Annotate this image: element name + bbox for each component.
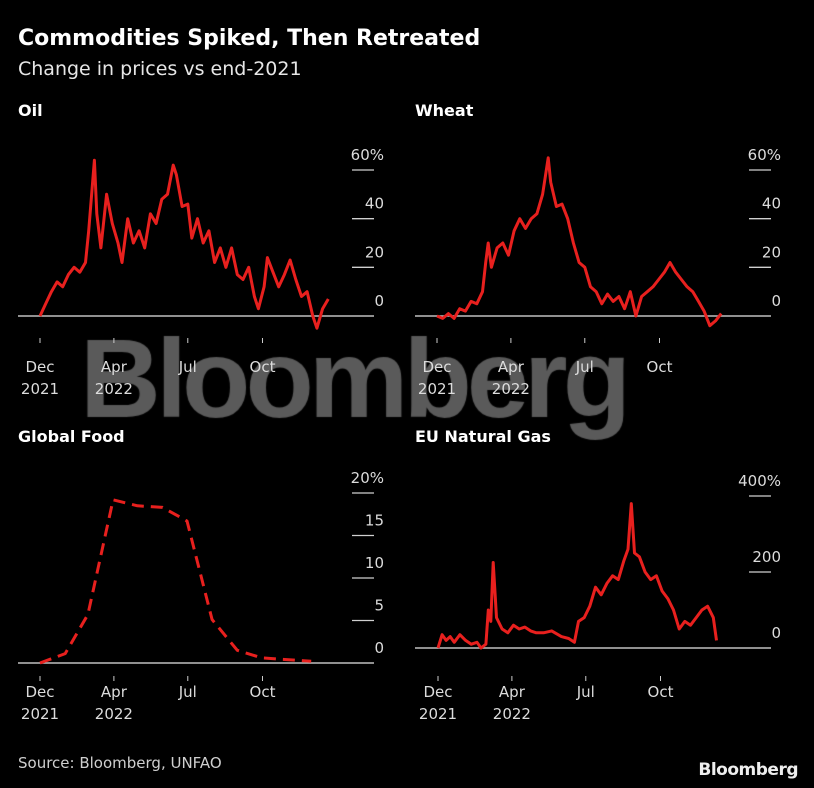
x-tick-label: Apr [101, 358, 128, 376]
x-tick-label: Jul [178, 358, 197, 376]
y-tick-label: 15 [365, 512, 384, 530]
x-tick-year-label: 2021 [21, 380, 59, 398]
y-tick-label: 20% [351, 469, 384, 487]
chart-title: Commodities Spiked, Then Retreated [18, 26, 481, 51]
x-tick-year-label: 2021 [419, 705, 457, 723]
y-tick-label: 5 [374, 597, 384, 615]
y-tick-label: 40 [762, 195, 781, 213]
y-tick-label: 40 [365, 195, 384, 213]
x-tick-year-label: 2022 [95, 705, 133, 723]
y-tick-label: 0 [374, 292, 384, 310]
x-tick-year-label: 2022 [493, 705, 531, 723]
x-tick-label: Jul [576, 683, 595, 701]
series-line [436, 502, 718, 650]
x-tick-year-label: 2021 [21, 705, 59, 723]
series-line [39, 498, 312, 665]
y-tick-label: 200 [752, 548, 781, 566]
y-tick-label: 60% [748, 146, 781, 164]
panel-title: Oil [18, 101, 43, 120]
x-tick-label: Oct [647, 358, 673, 376]
bloomberg-logo: Bloomberg [698, 760, 798, 780]
y-tick-label: 10 [365, 554, 384, 572]
y-tick-label: 400% [738, 472, 781, 490]
panel-title: EU Natural Gas [415, 427, 551, 446]
x-tick-label: Dec [423, 683, 452, 701]
y-tick-label: 0 [374, 639, 384, 657]
series-line [436, 156, 723, 328]
y-tick-label: 0 [771, 624, 781, 642]
source-note: Source: Bloomberg, UNFAO [18, 754, 222, 772]
x-tick-label: Dec [25, 358, 54, 376]
x-tick-label: Oct [250, 358, 276, 376]
x-tick-label: Jul [575, 358, 594, 376]
series-line [38, 158, 330, 330]
panel-wheat: Wheat 0 20 40 60% Dec 2021 Apr 2022 Jul Oct [415, 101, 781, 398]
y-tick-label: 20 [762, 243, 781, 261]
x-tick-label: Oct [250, 683, 276, 701]
x-tick-label: Apr [101, 683, 128, 701]
panel-global-food: Global Food 0 5 10 15 20% Dec 2021 Apr 2022 Jul Oct [18, 427, 384, 723]
y-tick-label: 0 [771, 292, 781, 310]
y-tick-label: 60% [351, 146, 384, 164]
chart-subtitle: Change in prices vs end-2021 [18, 58, 302, 80]
panel-eu-natural-gas: EU Natural Gas 0 200 400% Dec 2021 Apr 2022 Jul O… [415, 427, 781, 723]
panel-oil: Oil 0 20 40 60% Dec 2021 Apr 2022 Jul Oct [18, 101, 384, 398]
x-tick-year-label: 2022 [95, 380, 133, 398]
panel-title: Global Food [18, 427, 125, 446]
x-tick-label: Dec [422, 358, 451, 376]
x-tick-label: Oct [648, 683, 674, 701]
x-tick-label: Jul [178, 683, 197, 701]
y-tick-label: 20 [365, 243, 384, 261]
panel-title: Wheat [415, 101, 474, 120]
x-tick-year-label: 2021 [418, 380, 456, 398]
x-tick-year-label: 2022 [492, 380, 530, 398]
x-tick-label: Apr [498, 358, 525, 376]
x-tick-label: Dec [25, 683, 54, 701]
x-tick-label: Apr [499, 683, 526, 701]
